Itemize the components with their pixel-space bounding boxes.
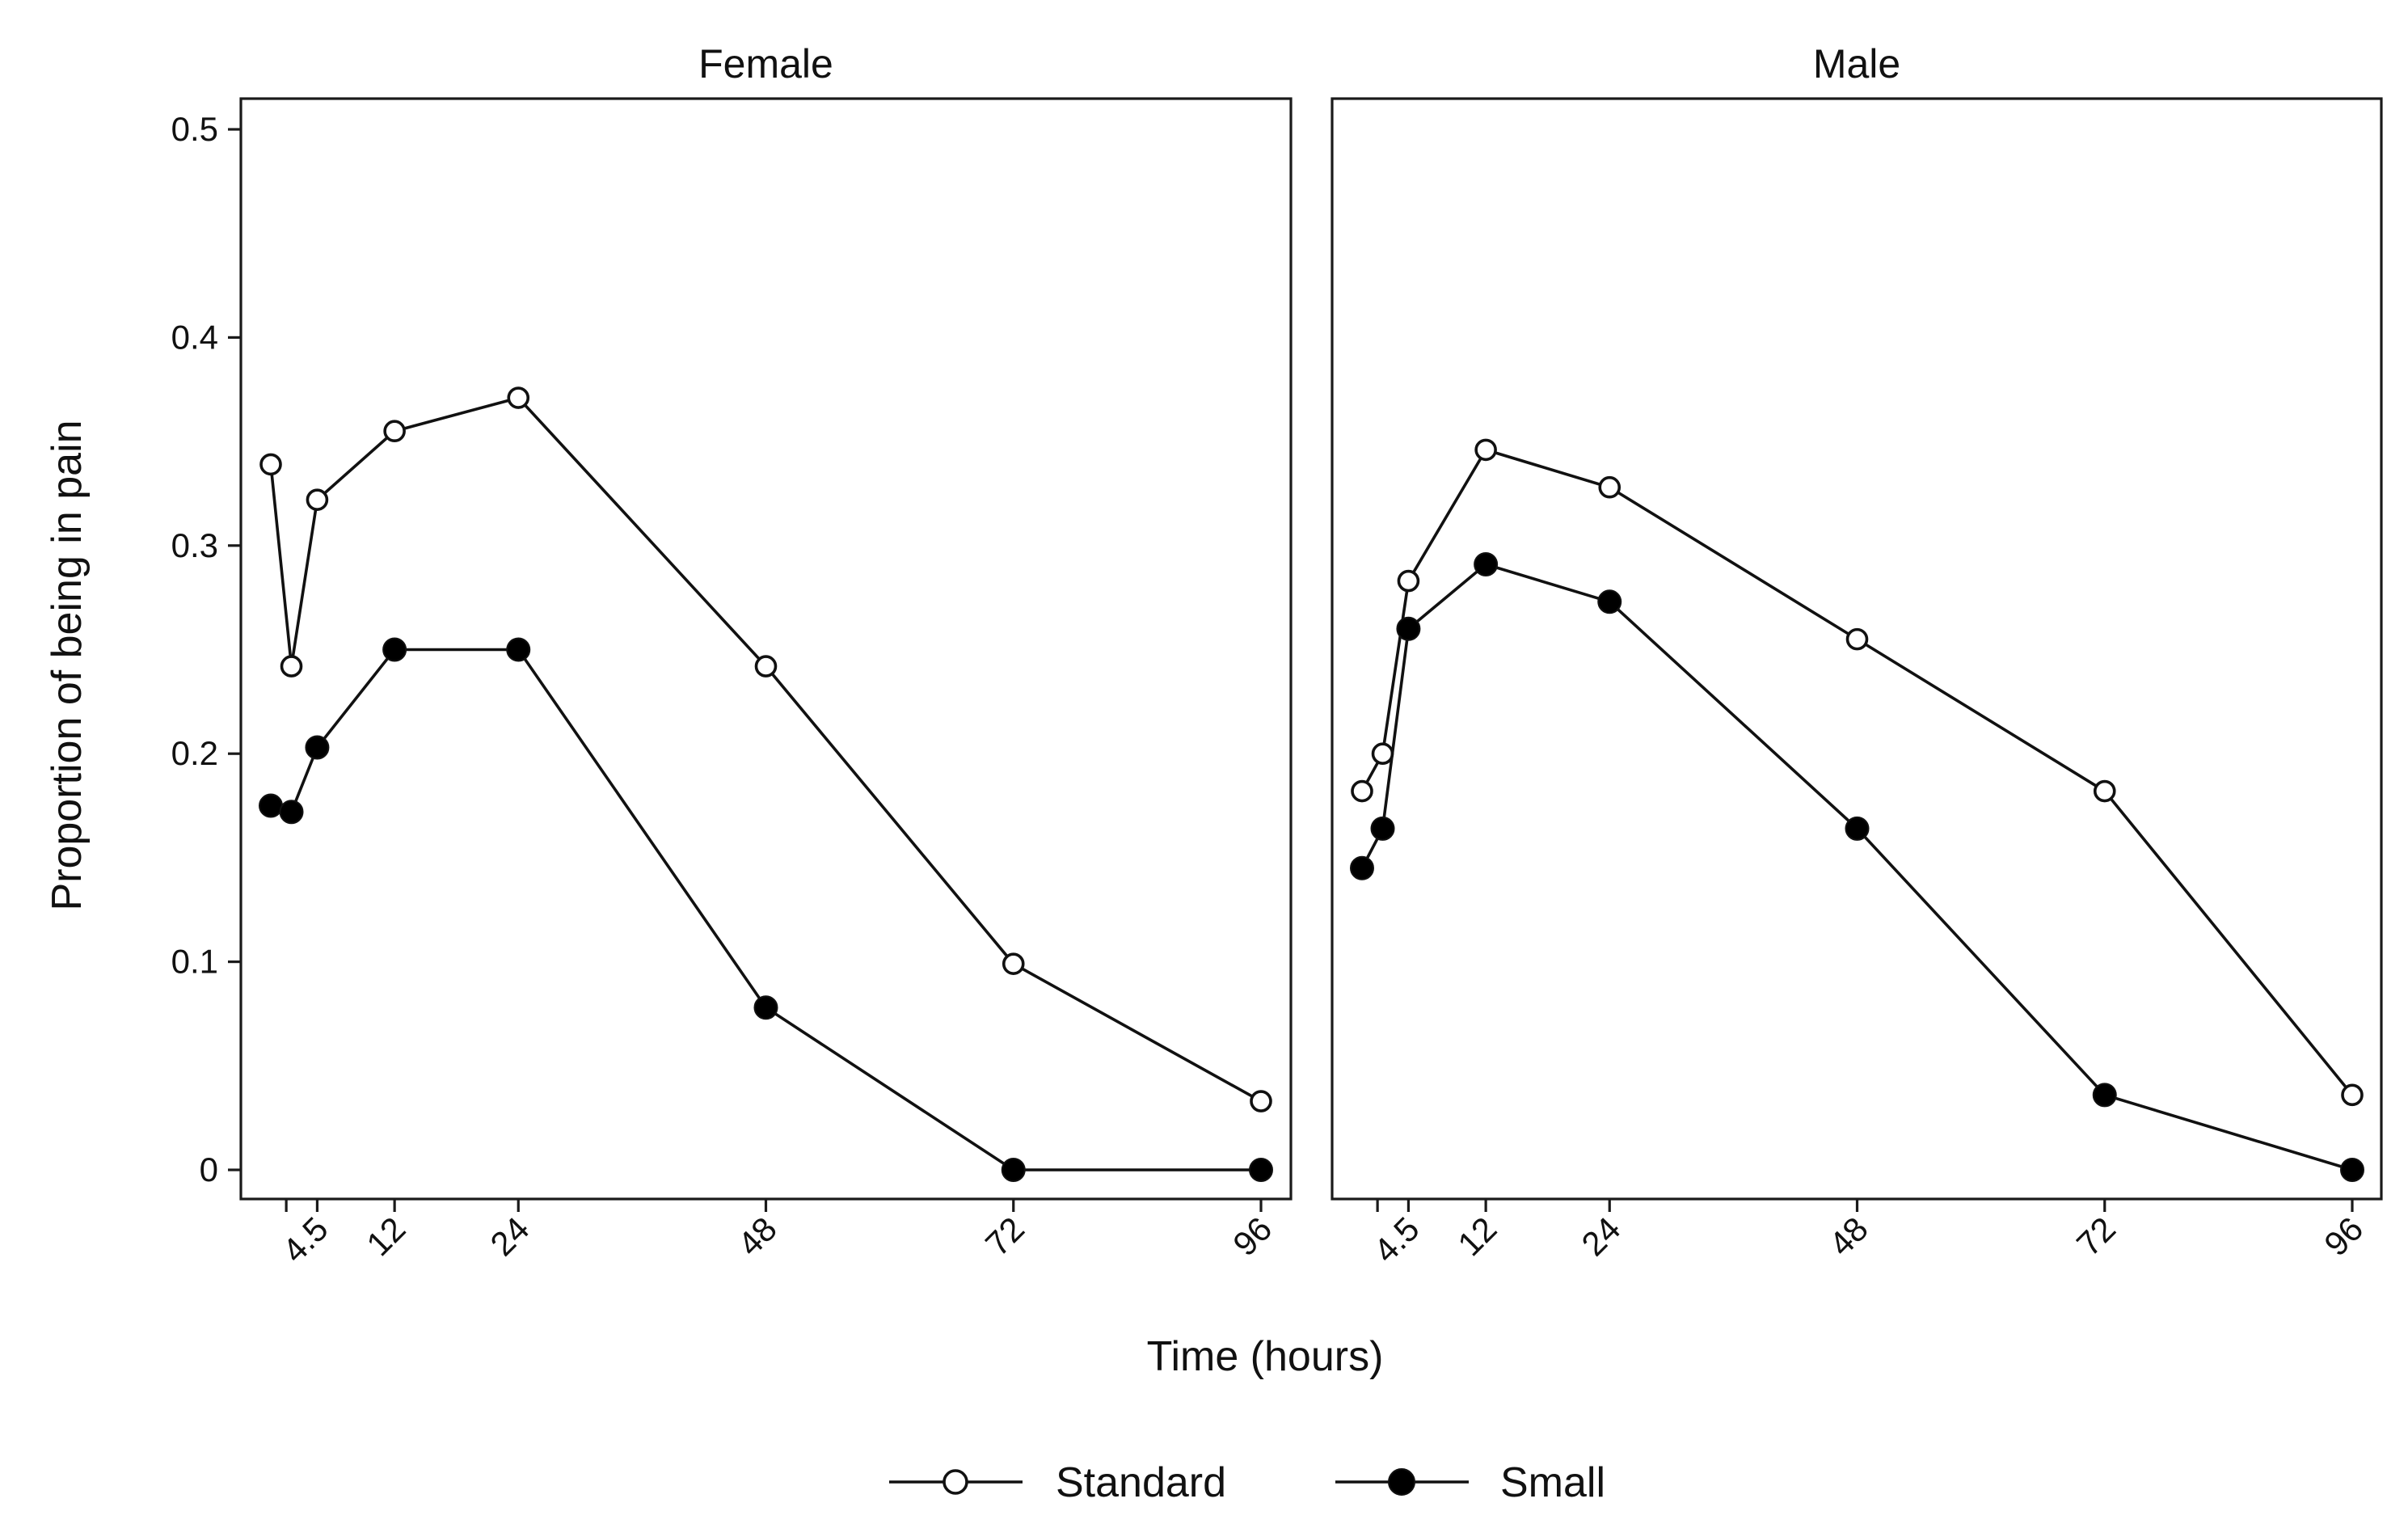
y-tick-label: 0.1 bbox=[171, 943, 218, 981]
data-point-small bbox=[1370, 816, 1395, 841]
data-point-standard bbox=[383, 420, 406, 443]
legend-label: Small bbox=[1500, 1459, 1605, 1506]
y-tick-label: 0.2 bbox=[171, 734, 218, 772]
data-point-small bbox=[753, 995, 778, 1020]
legend-marker bbox=[1388, 1468, 1415, 1496]
series-line-standard bbox=[269, 396, 1262, 1103]
data-point-standard bbox=[1598, 475, 1621, 499]
series-line-small bbox=[1360, 562, 2353, 1171]
series-small bbox=[259, 637, 1273, 1182]
y-tick-label: 0.3 bbox=[171, 526, 218, 564]
x-tick-label: 48 bbox=[731, 1209, 784, 1263]
data-point-standard bbox=[1351, 779, 1373, 803]
data-point-small bbox=[1350, 855, 1374, 880]
legend-item-small: Small bbox=[1335, 1459, 1605, 1506]
legend-item-standard: Standard bbox=[889, 1459, 1226, 1506]
data-point-small bbox=[1001, 1158, 1026, 1182]
series-small bbox=[1350, 551, 2364, 1182]
panels: Female 0 0.1 0.2 0.3 0.4 0.5 4.5 12 24 48 72 96 Male 4… bbox=[171, 41, 2383, 1270]
data-point-standard bbox=[754, 655, 778, 678]
data-point-standard bbox=[1845, 627, 1869, 651]
x-tick-label: 72 bbox=[2069, 1209, 2123, 1263]
x-tick-label: 4.5 bbox=[275, 1209, 335, 1270]
data-point-standard bbox=[259, 453, 282, 476]
x-tick-label: 24 bbox=[1574, 1209, 1627, 1263]
series-standard bbox=[1351, 438, 2364, 1107]
y-tick-label: 0.5 bbox=[171, 110, 218, 148]
data-point-small bbox=[382, 637, 407, 662]
x-tick-label: 24 bbox=[483, 1209, 536, 1263]
data-point-standard bbox=[1397, 569, 1420, 593]
y-tick-label: 0 bbox=[200, 1150, 218, 1188]
x-tick-label: 96 bbox=[2317, 1209, 2370, 1263]
data-point-standard bbox=[2341, 1083, 2364, 1107]
y-axis-title: Proportion of being in pain bbox=[44, 420, 91, 910]
data-point-small bbox=[259, 793, 283, 818]
data-point-standard bbox=[1002, 952, 1025, 975]
data-point-small bbox=[1396, 616, 1421, 641]
data-point-standard bbox=[280, 655, 303, 678]
data-point-small bbox=[506, 637, 531, 662]
data-point-small bbox=[1845, 816, 1870, 841]
series-line-standard bbox=[1360, 448, 2354, 1096]
x-tick-label: 12 bbox=[359, 1209, 412, 1263]
data-point-small bbox=[279, 800, 304, 825]
data-point-standard bbox=[1371, 742, 1394, 766]
x-tick-label: 48 bbox=[1822, 1209, 1875, 1263]
legend: Standard Small bbox=[889, 1459, 1605, 1506]
panel-title: Male bbox=[1813, 41, 1900, 87]
data-point-standard bbox=[1474, 438, 1497, 462]
x-axis-title: Time (hours) bbox=[1147, 1333, 1384, 1380]
panel-female: Female 0 0.1 0.2 0.3 0.4 0.5 4.5 12 24 48 72 96 bbox=[171, 41, 1293, 1270]
data-point-standard bbox=[1250, 1090, 1272, 1112]
panel-male: Male 4.5 12 24 48 72 96 bbox=[1331, 41, 2383, 1270]
data-point-small bbox=[1249, 1158, 1273, 1182]
x-tick-label: 72 bbox=[978, 1209, 1031, 1263]
data-point-small bbox=[2340, 1158, 2364, 1182]
legend-marker bbox=[943, 1469, 968, 1495]
series-standard bbox=[259, 386, 1272, 1112]
data-point-small bbox=[1597, 589, 1622, 614]
series-line-small bbox=[270, 648, 1261, 1171]
data-point-small bbox=[305, 735, 330, 760]
data-point-standard bbox=[507, 386, 530, 409]
data-point-standard bbox=[2093, 779, 2116, 803]
x-tick-label: 4.5 bbox=[1366, 1209, 1427, 1270]
data-point-small bbox=[1474, 551, 1499, 576]
data-point-small bbox=[2092, 1083, 2117, 1108]
y-tick-label: 0.4 bbox=[171, 318, 218, 356]
data-point-standard bbox=[306, 488, 329, 511]
x-tick-label: 96 bbox=[1225, 1209, 1279, 1263]
x-tick-label: 12 bbox=[1450, 1209, 1503, 1263]
legend-label: Standard bbox=[1056, 1459, 1226, 1506]
panel-title: Female bbox=[698, 41, 833, 87]
